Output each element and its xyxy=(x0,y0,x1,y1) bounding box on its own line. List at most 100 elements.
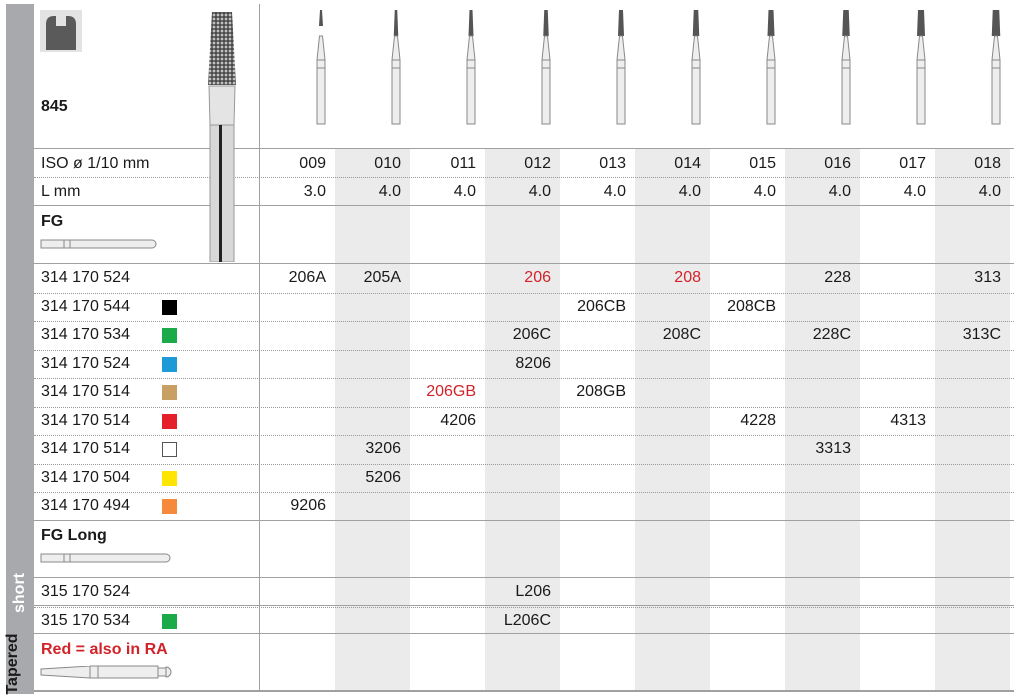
iso-row-label: ISO ø 1/10 mm xyxy=(41,155,150,172)
row-divider xyxy=(34,292,1014,294)
article-number: L206 xyxy=(515,583,551,600)
article-number: 206GB xyxy=(426,383,476,400)
fg-long-section-label: FG Long xyxy=(41,527,107,544)
article-number: 8206 xyxy=(515,354,551,372)
iso-size-value: 016 xyxy=(824,155,851,172)
article-number: 208GB xyxy=(576,383,626,400)
length-value: 4.0 xyxy=(678,183,701,200)
color-band-swatch xyxy=(162,299,177,315)
divider xyxy=(34,605,1014,606)
article-number: 228C xyxy=(812,326,851,343)
column-shade xyxy=(935,148,1010,690)
iso-size-value: 017 xyxy=(899,155,926,172)
color-band-swatch xyxy=(162,356,177,372)
row-divider xyxy=(34,606,1014,608)
divider xyxy=(34,633,1014,634)
divider xyxy=(34,690,1014,692)
reference-number: 314 170 514 xyxy=(41,383,130,400)
divider xyxy=(34,148,1014,149)
article-number: 206C xyxy=(512,326,551,343)
length-value: 4.0 xyxy=(753,183,776,200)
reference-number: 314 170 514 xyxy=(41,440,130,457)
divider xyxy=(34,263,1014,264)
category-label-short: short xyxy=(11,573,28,613)
color-band-swatch xyxy=(162,499,177,514)
color-band-swatch xyxy=(162,328,177,343)
reference-number: 315 170 534 xyxy=(41,611,130,629)
reference-number: 314 170 524 xyxy=(41,269,130,286)
article-number: 206 xyxy=(524,269,551,286)
length-value: 4.0 xyxy=(453,183,476,200)
article-number: 313 xyxy=(974,269,1001,286)
divider xyxy=(34,177,1014,178)
article-number: 4313 xyxy=(890,411,926,429)
column-shade xyxy=(335,148,410,690)
length-value: 4.0 xyxy=(528,183,551,200)
iso-size-value: 010 xyxy=(374,155,401,172)
divider xyxy=(34,520,1014,521)
reference-number: 314 170 514 xyxy=(41,411,130,429)
iso-size-value: 013 xyxy=(599,155,626,172)
bur-size-image xyxy=(859,8,934,126)
article-number: 208CB xyxy=(727,297,776,315)
fg-long-shank-icon xyxy=(40,551,172,570)
bur-size-image xyxy=(784,8,859,126)
article-number: 5206 xyxy=(365,468,401,486)
length-value: 4.0 xyxy=(903,183,926,200)
article-number: 205A xyxy=(363,269,401,286)
length-value: 4.0 xyxy=(828,183,851,200)
article-number: 313C xyxy=(962,326,1001,343)
divider xyxy=(34,577,1014,578)
ra-shank-icon xyxy=(40,663,176,686)
column-shade xyxy=(485,148,560,690)
iso-size-value: 012 xyxy=(524,155,551,172)
color-band-swatch xyxy=(162,413,177,429)
article-number: L206C xyxy=(503,611,551,629)
length-value: 4.0 xyxy=(603,183,626,200)
column-divider xyxy=(259,4,260,691)
color-band-swatch xyxy=(162,442,177,457)
row-divider xyxy=(34,435,1014,436)
iso-size-value: 009 xyxy=(299,155,326,172)
bur-size-image xyxy=(259,8,334,126)
row-divider xyxy=(34,463,1014,465)
reference-number: 314 170 534 xyxy=(41,326,130,343)
column-shade xyxy=(635,148,710,690)
row-divider xyxy=(34,406,1014,408)
iso-size-value: 015 xyxy=(749,155,776,172)
row-divider xyxy=(34,321,1014,322)
color-band-swatch xyxy=(162,385,177,400)
article-number: 208C xyxy=(662,326,701,343)
reference-number: 314 170 544 xyxy=(41,297,130,315)
row-divider xyxy=(34,378,1014,379)
length-value: 4.0 xyxy=(378,183,401,200)
iso-size-value: 014 xyxy=(674,155,701,172)
fg-shank-icon xyxy=(40,237,158,256)
bur-size-image xyxy=(334,8,409,126)
row-divider xyxy=(34,492,1014,493)
reference-number: 314 170 524 xyxy=(41,354,130,372)
fg-section-label: FG xyxy=(41,213,64,230)
iso-size-value: 018 xyxy=(974,155,1001,172)
category-label-tapered: Tapered xyxy=(4,633,21,695)
reference-number: 315 170 524 xyxy=(41,583,130,600)
divider xyxy=(34,205,1014,206)
reference-number: 314 170 504 xyxy=(41,468,130,486)
article-number: 3206 xyxy=(365,440,401,457)
length-value: 4.0 xyxy=(978,183,1001,200)
article-number: 208 xyxy=(674,269,701,286)
row-divider xyxy=(34,349,1014,351)
category-sidebar: Tapered short xyxy=(4,4,34,695)
legend-red-note: Red = also in RA xyxy=(41,641,168,658)
iso-size-value: 011 xyxy=(450,155,476,172)
reference-number: 314 170 494 xyxy=(41,497,130,514)
tooth-crown-prep-icon xyxy=(40,10,82,52)
column-shade xyxy=(785,148,860,690)
product-code: 845 xyxy=(41,98,68,115)
bur-size-image xyxy=(709,8,784,126)
bur-size-image xyxy=(559,8,634,126)
article-number: 206A xyxy=(288,269,326,286)
article-number: 4206 xyxy=(440,411,476,429)
color-band-swatch xyxy=(162,470,177,486)
diamond-bur-image xyxy=(205,10,239,263)
